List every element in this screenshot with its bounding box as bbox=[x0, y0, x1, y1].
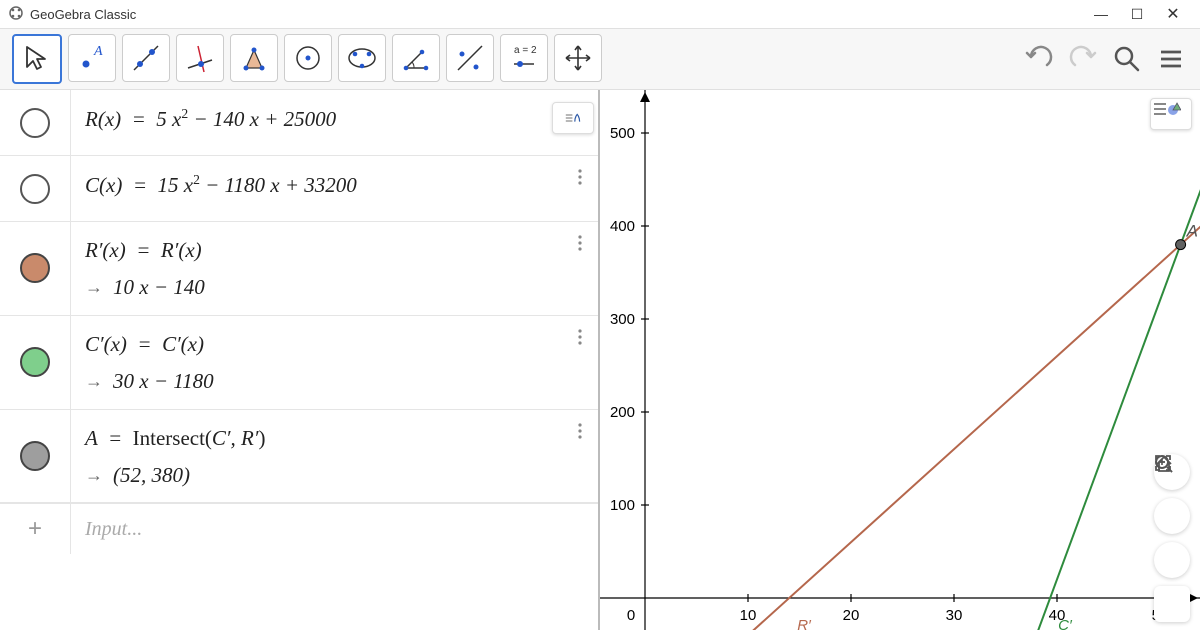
zoom-out-button[interactable] bbox=[1154, 542, 1190, 578]
algebra-input[interactable]: Input... bbox=[71, 518, 598, 541]
main-toolbar: A a = 2 bbox=[0, 28, 1200, 90]
visibility-toggle[interactable] bbox=[0, 410, 71, 503]
add-input-button[interactable]: + bbox=[0, 504, 71, 554]
tool-reflect[interactable] bbox=[446, 34, 494, 82]
maximize-button[interactable]: ☐ bbox=[1128, 6, 1146, 23]
algebra-definition[interactable]: C(x) = 15 x2 − 1180 x + 33200 bbox=[71, 156, 562, 221]
tool-circle[interactable] bbox=[284, 34, 332, 82]
algebra-view: R(x) = 5 x2 − 140 x + 25000C(x) = 15 x2 … bbox=[0, 90, 600, 630]
visibility-toggle[interactable] bbox=[0, 90, 71, 155]
app-icon bbox=[8, 5, 24, 24]
algebra-row[interactable]: C(x) = 15 x2 − 1180 x + 33200 bbox=[0, 156, 598, 222]
svg-text:R′: R′ bbox=[797, 617, 812, 630]
tool-point[interactable]: A bbox=[68, 34, 116, 82]
search-button[interactable] bbox=[1110, 42, 1144, 76]
tool-move[interactable] bbox=[12, 34, 62, 84]
visibility-toggle[interactable] bbox=[0, 316, 71, 409]
svg-text:A: A bbox=[93, 44, 103, 59]
row-menu-button[interactable] bbox=[562, 316, 598, 409]
algebra-input-row: + Input... bbox=[0, 503, 598, 554]
close-button[interactable]: ✕ bbox=[1164, 4, 1182, 24]
fullscreen-button[interactable] bbox=[1154, 586, 1190, 622]
svg-text:10: 10 bbox=[740, 607, 757, 624]
algebra-row[interactable]: A = Intersect(C′, R′)→ (52, 380) bbox=[0, 410, 598, 504]
graphics-view[interactable]: 10203040501002003004005000R′C′A bbox=[600, 90, 1200, 630]
svg-text:20: 20 bbox=[843, 607, 860, 624]
minimize-button[interactable]: — bbox=[1092, 6, 1110, 22]
row-menu-button[interactable] bbox=[562, 156, 598, 221]
undo-button[interactable] bbox=[1022, 42, 1056, 76]
graphics-stylebar-button[interactable] bbox=[1150, 98, 1192, 130]
algebra-stylebar-button[interactable] bbox=[552, 102, 594, 134]
svg-text:500: 500 bbox=[610, 125, 635, 142]
tool-slider[interactable]: a = 2 bbox=[500, 34, 548, 82]
zoom-in-button[interactable] bbox=[1154, 498, 1190, 534]
row-menu-button[interactable] bbox=[562, 222, 598, 315]
tool-line[interactable] bbox=[122, 34, 170, 82]
svg-text:200: 200 bbox=[610, 404, 635, 421]
svg-text:A: A bbox=[1186, 222, 1198, 241]
tool-angle[interactable] bbox=[392, 34, 440, 82]
redo-button[interactable] bbox=[1066, 42, 1100, 76]
tool-perpendicular[interactable] bbox=[176, 34, 224, 82]
window-title: GeoGebra Classic bbox=[30, 7, 136, 22]
tool-polygon[interactable] bbox=[230, 34, 278, 82]
algebra-row[interactable]: C′(x) = C′(x)→ 30 x − 1180 bbox=[0, 316, 598, 410]
row-menu-button[interactable] bbox=[548, 90, 598, 155]
visibility-toggle[interactable] bbox=[0, 222, 71, 315]
svg-text:100: 100 bbox=[610, 497, 635, 514]
algebra-definition[interactable]: C′(x) = C′(x)→ 30 x − 1180 bbox=[71, 316, 562, 409]
menu-button[interactable] bbox=[1154, 42, 1188, 76]
row-menu-button[interactable] bbox=[562, 410, 598, 503]
algebra-row[interactable]: R′(x) = R′(x)→ 10 x − 140 bbox=[0, 222, 598, 316]
algebra-definition[interactable]: A = Intersect(C′, R′)→ (52, 380) bbox=[71, 410, 562, 503]
algebra-definition[interactable]: R(x) = 5 x2 − 140 x + 25000 bbox=[71, 90, 548, 155]
main-area: R(x) = 5 x2 − 140 x + 25000C(x) = 15 x2 … bbox=[0, 90, 1200, 630]
tool-ellipse[interactable] bbox=[338, 34, 386, 82]
algebra-definition[interactable]: R′(x) = R′(x)→ 10 x − 140 bbox=[71, 222, 562, 315]
tool-move-view[interactable] bbox=[554, 34, 602, 82]
svg-text:400: 400 bbox=[610, 218, 635, 235]
svg-text:0: 0 bbox=[627, 607, 635, 624]
svg-text:300: 300 bbox=[610, 311, 635, 328]
visibility-toggle[interactable] bbox=[0, 156, 71, 221]
svg-text:30: 30 bbox=[946, 607, 963, 624]
svg-text:a = 2: a = 2 bbox=[514, 45, 537, 56]
algebra-row[interactable]: R(x) = 5 x2 − 140 x + 25000 bbox=[0, 90, 598, 156]
window-titlebar: GeoGebra Classic — ☐ ✕ bbox=[0, 0, 1200, 28]
svg-text:C′: C′ bbox=[1058, 617, 1073, 630]
